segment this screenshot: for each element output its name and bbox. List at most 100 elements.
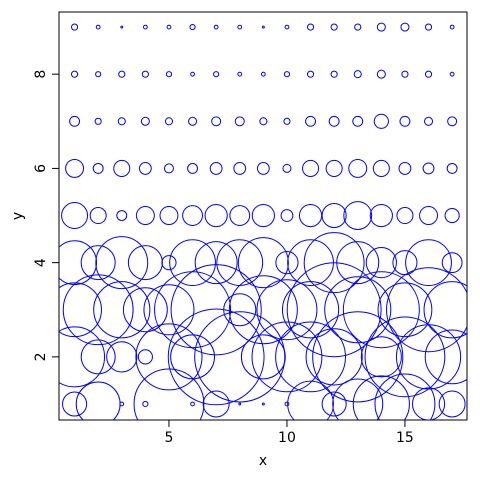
symbol-circle [386,267,467,353]
symbol-circle [330,70,338,78]
symbol-circle [256,162,270,175]
symbol-circle [117,117,126,126]
symbol-circle [305,115,317,127]
symbol-circle [438,390,466,418]
symbol-circle [223,293,257,327]
symbol-circle [312,311,404,403]
symbol-circle [89,207,107,225]
symbol-circle [401,70,409,78]
symbol-circle [92,162,104,174]
symbol-circle [137,349,153,365]
symbol-circle [400,22,410,32]
symbol-circle [135,323,203,391]
symbol-circle [449,71,455,77]
symbol-circle [259,117,268,126]
symbol-circle [213,71,220,78]
symbol-circle [280,209,294,222]
symbol-circle [141,70,149,78]
symbol-circle [94,117,102,125]
symbol-circle [234,116,245,127]
symbol-circle [275,251,299,275]
symbol-circle [365,247,397,279]
symbol-circle [447,116,458,127]
symbol-circle [424,70,433,78]
symbol-circle [321,202,347,229]
symbol-circle [374,373,436,420]
symbol-circle [348,158,368,178]
symbol-circle [62,274,134,346]
symbol-circle [260,71,266,77]
symbol-circle [167,308,265,406]
symbol-circle [61,202,89,230]
symbol-circle [422,162,435,175]
symbol-circle [166,24,172,30]
y-tick-label: 6 [33,164,49,173]
symbol-circle [188,116,198,126]
symbol-circle [95,236,149,290]
x-axis-title: x [259,453,267,469]
symbol-circle [95,24,101,30]
symbol-circle [328,115,340,127]
symbol-circle [170,264,262,356]
symbol-circle [306,70,315,78]
symbol-circle [75,381,121,420]
symbol-circle [396,207,414,225]
symbol-circle [284,401,290,407]
symbol-circle [169,239,216,287]
symbol-circle [93,281,151,339]
symbol-circle [142,400,149,408]
symbol-circle [159,206,179,225]
symbol-circle [275,321,346,393]
symbol-circle [423,281,467,339]
symbol-circle [80,245,116,281]
symbol-circle [213,24,219,30]
symbol-circle [122,287,168,333]
symbol-circle [69,115,81,127]
symbol-circle [113,159,131,177]
symbol-circle [305,328,363,386]
symbol-circle [302,159,320,177]
symbol-circle [424,329,467,385]
symbol-circle [261,25,265,29]
symbol-circle [411,387,446,420]
symbol-circle [360,336,402,378]
symbol-circle [251,203,275,228]
symbol-circle [261,402,265,406]
symbol-circle [135,206,155,225]
symbol-circle [116,210,128,221]
symbol-circle [321,391,347,417]
symbol-circle [343,201,373,230]
symbol-circle [106,341,138,373]
symbol-circle [373,113,389,129]
symbol-circle [133,368,205,420]
symbol-circle [354,23,362,31]
symbol-circle [119,401,125,407]
symbol-circle [202,390,230,418]
symbol-circle [143,284,195,336]
symbol-circle [376,22,386,32]
symbol-circle [306,23,315,31]
symbol-circle [342,271,420,349]
symbol-circle [237,237,289,289]
symbol-circle [216,239,264,287]
symbol-circle [118,70,126,78]
symbol-circle [251,321,323,393]
y-tick-label: 8 [33,70,49,79]
symbol-circle [240,334,286,380]
x-tick-label: 15 [396,430,414,446]
symbol-circle [298,203,323,228]
symbol-circle [204,203,228,228]
symbol-circle [352,375,410,420]
symbol-circle [237,24,243,30]
x-tick-label: 10 [278,430,296,446]
symbol-circle [332,378,384,420]
symbol-circle [71,23,79,31]
symbol-circle [140,116,150,126]
symbol-circle [287,239,334,287]
symbol-circle [189,23,196,31]
symbol-circle [399,115,411,127]
symbol-circle [441,252,463,274]
symbol-circle [353,70,362,79]
y-tick-label: 2 [33,352,49,361]
